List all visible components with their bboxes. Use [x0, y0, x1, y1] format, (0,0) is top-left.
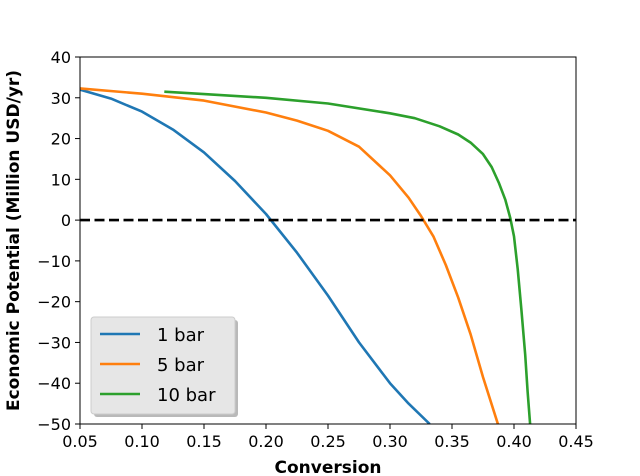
legend-box: [90, 316, 236, 415]
x-tick-label: 0.05: [62, 432, 98, 451]
y-tick-label: 0: [61, 211, 71, 230]
x-tick-label: 0.20: [248, 432, 284, 451]
y-tick-label: 20: [51, 130, 71, 149]
series-line-3: [164, 90, 532, 424]
y-axis-ticks: −50 −40 −30 −20 −10 0 10 20 30 40: [37, 48, 80, 434]
y-tick-label: −30: [37, 333, 71, 352]
y-tick-label: 30: [51, 89, 71, 108]
x-axis-ticks: 0.05 0.10 0.15 0.20 0.25 0.30 0.35 0.40 0.45: [62, 424, 594, 451]
legend: 1 bar 5 bar 10 bar: [90, 316, 238, 417]
y-tick-label: −10: [37, 252, 71, 271]
x-tick-label: 0.15: [186, 432, 222, 451]
y-tick-label: 10: [51, 170, 71, 189]
y-axis-label: Economic Potential (Million USD/yr): [4, 70, 24, 411]
series-line-2: [80, 87, 500, 424]
series-line-1: [80, 88, 431, 424]
x-tick-label: 0.35: [434, 432, 470, 451]
y-tick-label: −20: [37, 293, 71, 312]
legend-label-2: 5 bar: [157, 355, 205, 376]
y-tick-label: −50: [37, 415, 71, 434]
legend-label-3: 10 bar: [157, 385, 216, 406]
legend-label-1: 1 bar: [157, 325, 205, 346]
y-tick-label: 40: [51, 48, 71, 67]
x-tick-label: 0.40: [496, 432, 532, 451]
x-tick-label: 0.10: [124, 432, 160, 451]
x-tick-label: 0.25: [310, 432, 346, 451]
x-tick-label: 0.45: [558, 432, 594, 451]
y-tick-label: −40: [37, 374, 71, 393]
x-axis-label: Conversion: [275, 458, 382, 476]
series-layer: [80, 87, 532, 424]
x-tick-label: 0.30: [372, 432, 408, 451]
